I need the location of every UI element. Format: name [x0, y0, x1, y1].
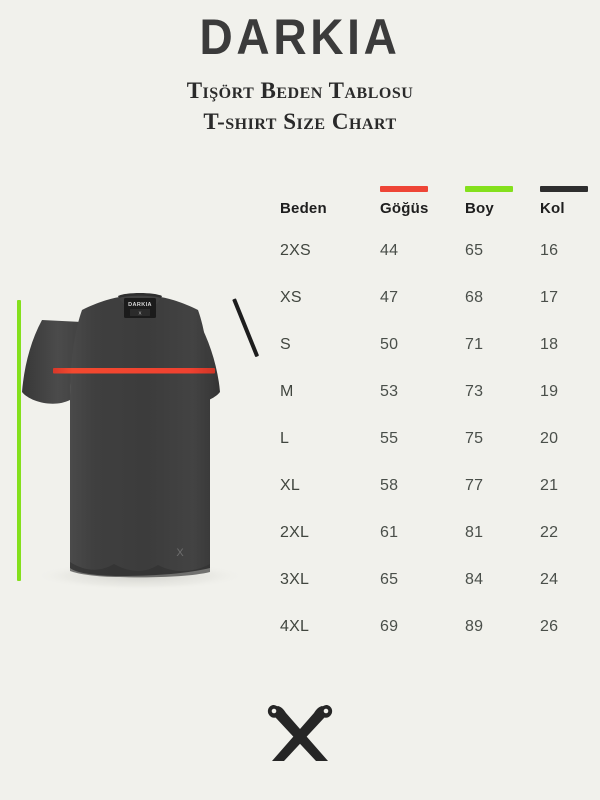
column-header-size: Beden: [280, 200, 327, 217]
tshirt-illustration: DARKIA X X: [0, 280, 270, 590]
length-accent-bar: [465, 186, 513, 192]
chest-accent-bar: [380, 186, 428, 192]
subtitle-english: T-shirt Size Chart: [203, 109, 397, 135]
cell-size: 2XS: [280, 242, 311, 259]
table-row: 4XL 69 89 26: [280, 618, 580, 665]
page-header: DARKIA Tişört Beden Tablosu T-shirt Size…: [0, 0, 600, 135]
cell-length: 73: [465, 383, 484, 400]
cell-chest: 55: [380, 430, 399, 447]
footer-logo: [0, 693, 600, 778]
size-chart-table: Beden Göğüs Boy Kol 2XS 44 65 16 XS 47 6…: [280, 186, 588, 665]
cell-size: S: [280, 336, 291, 353]
brand-title: DARKIA: [199, 9, 401, 65]
cell-size: M: [280, 383, 294, 400]
column-accent-bars: [280, 186, 588, 200]
sleeve-accent-bar: [540, 186, 588, 192]
length-measure-line: [17, 300, 21, 581]
cell-size: 3XL: [280, 571, 310, 588]
table-row: S 50 71 18: [280, 336, 580, 383]
cell-chest: 50: [380, 336, 399, 353]
cell-size: L: [280, 430, 290, 447]
table-row: M 53 73 19: [280, 383, 580, 430]
cell-chest: 61: [380, 524, 399, 541]
tshirt-graphic: DARKIA X X: [22, 293, 245, 590]
chest-measure-line: [53, 368, 215, 374]
cell-chest: 65: [380, 571, 399, 588]
table-row: XS 47 68 17: [280, 289, 580, 336]
cell-sleeve: 24: [540, 571, 559, 588]
cell-length: 81: [465, 524, 484, 541]
cell-chest: 53: [380, 383, 399, 400]
cell-sleeve: 20: [540, 430, 559, 447]
cell-size: 4XL: [280, 618, 310, 635]
table-row: 3XL 65 84 24: [280, 571, 580, 618]
cell-sleeve: 22: [540, 524, 559, 541]
neck-label-brand: DARKIA: [128, 302, 152, 308]
table-header-row: Beden Göğüs Boy Kol: [280, 200, 580, 242]
cell-sleeve: 26: [540, 618, 559, 635]
subtitle-turkish: Tişört Beden Tablosu: [186, 78, 414, 103]
darkia-x-logo-icon: [267, 705, 333, 761]
cell-chest: 69: [380, 618, 399, 635]
cell-length: 89: [465, 618, 484, 635]
column-header-chest: Göğüs: [380, 200, 429, 217]
cell-length: 71: [465, 336, 484, 353]
column-header-sleeve: Kol: [540, 200, 565, 217]
cell-length: 68: [465, 289, 484, 306]
cell-length: 75: [465, 430, 484, 447]
cell-length: 65: [465, 242, 484, 259]
cell-sleeve: 19: [540, 383, 559, 400]
cell-sleeve: 21: [540, 477, 559, 494]
cell-length: 77: [465, 477, 484, 494]
svg-text:X: X: [138, 311, 141, 316]
table-row: XL 58 77 21: [280, 477, 580, 524]
cell-size: XS: [280, 289, 302, 306]
cell-chest: 47: [380, 289, 399, 306]
cell-chest: 58: [380, 477, 399, 494]
table-row: 2XL 61 81 22: [280, 524, 580, 571]
cell-size: 2XL: [280, 524, 310, 541]
cell-sleeve: 17: [540, 289, 559, 306]
table-row: 2XS 44 65 16: [280, 242, 580, 289]
cell-sleeve: 16: [540, 242, 559, 259]
table-row: L 55 75 20: [280, 430, 580, 477]
column-header-length: Boy: [465, 200, 494, 217]
cell-size: XL: [280, 477, 300, 494]
cell-sleeve: 18: [540, 336, 559, 353]
hem-logo-x: X: [176, 547, 184, 559]
cell-length: 84: [465, 571, 484, 588]
cell-chest: 44: [380, 242, 399, 259]
